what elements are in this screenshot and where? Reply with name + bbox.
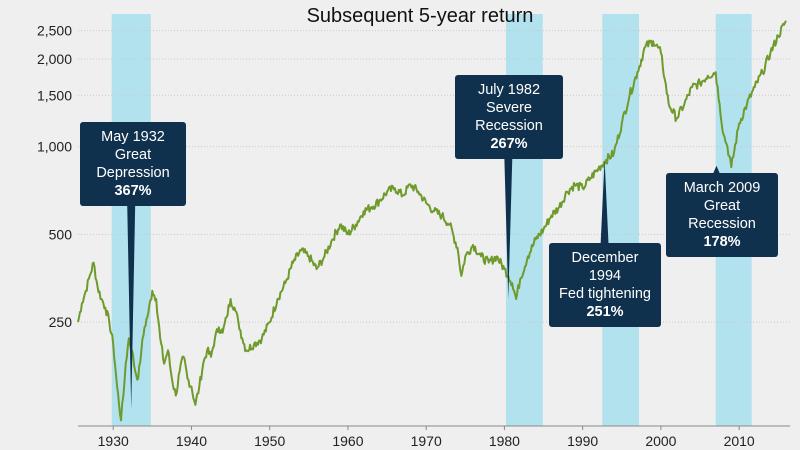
y-tick-label: 250 (49, 314, 73, 330)
series-line-0 (77, 20, 787, 422)
y-tick-label: 1,500 (37, 87, 72, 103)
chart-title: Subsequent 5-year return (307, 5, 534, 27)
x-tick-label: 1980 (489, 433, 520, 449)
y-tick-label: 1,000 (37, 139, 72, 155)
callout-text: March 2009 (683, 180, 761, 196)
callout-text: Depression (96, 165, 170, 181)
callout-box: March 2009 Great Recession 178% (666, 173, 778, 257)
callout-pointers (127, 157, 721, 410)
callout-pointer (712, 165, 721, 175)
y-tick-label: 2,500 (37, 23, 72, 39)
shaded-periods (111, 14, 752, 426)
x-tick-label: 1950 (254, 433, 285, 449)
y-tick-label: 2,000 (37, 51, 72, 67)
y-tick-label: 500 (49, 226, 73, 242)
callout-value: 267% (490, 136, 528, 152)
callout-box: December 1994 Fed tightening 251% (549, 243, 661, 327)
callout-text: Fed tightening (559, 286, 651, 302)
callout-text: Recession (475, 118, 543, 134)
callout-text: May 1932 (101, 129, 165, 145)
x-tick-label: 1930 (98, 433, 129, 449)
x-tick-label: 2000 (645, 433, 676, 449)
callout-value: 178% (703, 234, 741, 250)
callout-value: 251% (586, 304, 624, 320)
callout-box: July 1982 Severe Recession 267% (455, 75, 563, 159)
callout-box: May 1932 Great Depression 367% (80, 122, 186, 206)
series-group (77, 20, 787, 422)
x-tick-label: 1960 (332, 433, 363, 449)
callout-text: Great (703, 198, 741, 214)
y-axis: 250 500 1,000 1,500 2,000 2,500 (37, 23, 72, 330)
callout-text: 1994 (588, 268, 622, 284)
callout-text: Recession (688, 216, 756, 232)
callout-pointer (127, 204, 136, 410)
x-tick-label: 2010 (724, 433, 755, 449)
x-tick-label: 1990 (567, 433, 598, 449)
callout-value: 367% (114, 183, 152, 199)
x-tick-label: 1970 (411, 433, 442, 449)
callout-text: Great (114, 147, 152, 163)
callout-text: July 1982 (477, 82, 541, 98)
callout-pointer (504, 157, 513, 299)
x-tick-label: 1940 (176, 433, 207, 449)
x-axis: 1930 1940 1950 1960 1970 1980 1990 2000 2010 (78, 425, 790, 449)
callout-text: December (571, 250, 639, 266)
callout-pointer (600, 159, 609, 245)
shaded-period-2 (602, 14, 639, 426)
callout-text: Severe (486, 100, 532, 116)
